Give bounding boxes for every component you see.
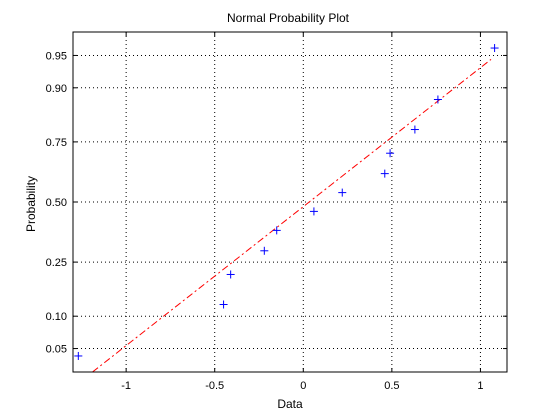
- y-axis-label: Probability: [24, 176, 38, 232]
- data-point: [380, 169, 389, 178]
- x-tick-label: 1: [477, 380, 483, 392]
- data-point: [74, 351, 83, 360]
- data-point: [260, 246, 269, 255]
- data-markers: [74, 44, 499, 360]
- y-tick-label: 0.10: [46, 311, 67, 323]
- y-tick-label: 0.25: [46, 257, 67, 269]
- y-tick-labels: 0.05 0.10 0.25 0.50 0.75 0.90 0.95: [46, 50, 67, 355]
- data-point: [433, 95, 442, 104]
- data-point: [490, 44, 499, 53]
- data-point: [309, 207, 318, 216]
- x-tick-label: -0.5: [205, 380, 224, 392]
- y-tick-label: 0.95: [46, 50, 67, 62]
- y-tick-label: 0.50: [46, 197, 67, 209]
- x-tick-label: 0.5: [384, 380, 399, 392]
- data-point: [226, 270, 235, 279]
- y-tick-label: 0.90: [46, 83, 67, 95]
- y-tick-label: 0.05: [46, 344, 67, 356]
- reference-line: [92, 58, 492, 373]
- x-tick-labels: -1 -0.5 0 0.5 1: [121, 380, 483, 392]
- grid: [73, 32, 507, 372]
- chart-title: Normal Probability Plot: [227, 11, 350, 25]
- x-tick-label: -1: [121, 380, 131, 392]
- y-tick-label: 0.75: [46, 137, 67, 149]
- data-point: [338, 188, 347, 197]
- data-point: [386, 149, 395, 158]
- data-point: [410, 125, 419, 134]
- ticks: [73, 32, 507, 372]
- x-axis-label: Data: [277, 397, 303, 411]
- x-tick-label: 0: [300, 380, 306, 392]
- data-point: [219, 300, 228, 309]
- data-point: [272, 226, 281, 235]
- reference-line-layer: [92, 58, 492, 373]
